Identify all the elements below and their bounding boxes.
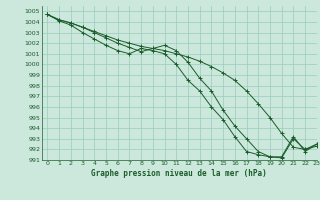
X-axis label: Graphe pression niveau de la mer (hPa): Graphe pression niveau de la mer (hPa) [91, 169, 267, 178]
